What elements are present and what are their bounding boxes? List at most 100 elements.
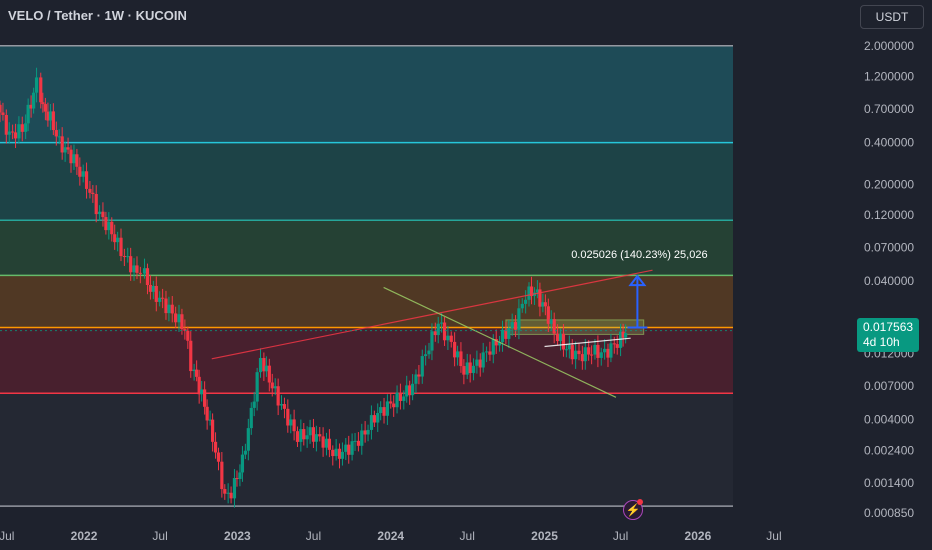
candle-body	[235, 478, 239, 480]
candle-body	[344, 444, 348, 452]
candle-body	[363, 430, 367, 435]
candle-body	[240, 454, 245, 473]
candle-body	[0, 104, 2, 113]
x-tick-label: 2025	[531, 529, 558, 543]
zone-5	[0, 393, 733, 507]
candle-body	[270, 382, 274, 389]
candle-body	[555, 333, 560, 342]
candle-body	[104, 217, 108, 231]
candle-body	[63, 147, 67, 153]
candle-body	[81, 171, 85, 177]
candle-body	[107, 221, 111, 231]
candle-body	[587, 347, 591, 355]
candle-body	[500, 329, 505, 343]
trendline-1	[383, 286, 617, 398]
candle-body	[135, 265, 139, 273]
candle-body	[546, 306, 550, 324]
candle-body	[7, 131, 11, 135]
candle-body	[340, 451, 345, 459]
candle-body	[17, 124, 21, 139]
candle-body	[119, 237, 123, 257]
candle-body	[97, 211, 102, 215]
candle-body	[258, 357, 263, 373]
candle-body	[276, 386, 280, 406]
candle-body	[226, 492, 230, 494]
candle-body	[347, 444, 351, 455]
candle-body	[216, 452, 221, 462]
candle-body	[420, 356, 424, 377]
currency-button[interactable]: USDT	[860, 5, 924, 29]
last-price-tag: 0.017563 4d 10h	[857, 318, 919, 352]
candle-body	[564, 349, 568, 351]
x-tick-label: Jul	[306, 529, 321, 543]
candle-body	[327, 438, 332, 450]
candle-body	[424, 354, 428, 357]
candle-body	[32, 92, 36, 109]
candle-body	[510, 322, 514, 329]
x-tick-label: 2022	[71, 529, 98, 543]
candle-body	[295, 431, 300, 442]
symbol-title[interactable]: VELO / Tether · 1W · KUCOIN	[8, 8, 187, 23]
candle-body	[446, 335, 450, 341]
candle-body	[54, 130, 58, 137]
candle-body	[535, 289, 539, 293]
candle-body	[229, 492, 233, 499]
candle-body	[612, 343, 616, 345]
candle-body	[203, 389, 207, 407]
candle-body	[324, 438, 329, 448]
measure-arrow-head	[628, 274, 647, 287]
candle-body	[405, 385, 409, 397]
candle-body	[430, 331, 434, 351]
candle-body	[356, 440, 361, 446]
candle-body	[311, 427, 316, 442]
y-tick-label: 0.700000	[864, 102, 914, 116]
candle-body	[462, 366, 466, 375]
candle-body	[264, 365, 268, 372]
candle-body	[211, 419, 215, 442]
candle-body	[507, 328, 511, 339]
candle-body	[84, 171, 89, 189]
candle-body	[197, 376, 201, 395]
candle-body	[13, 132, 18, 139]
candle-body	[195, 369, 199, 377]
y-tick-label: 0.120000	[864, 208, 914, 222]
candle-body	[41, 102, 45, 105]
candle-body	[606, 348, 610, 358]
candle-body	[282, 404, 287, 409]
candle-body	[110, 221, 114, 235]
x-tick-label: 2023	[224, 529, 251, 543]
price-scale-background	[733, 0, 932, 550]
candle-body	[372, 415, 376, 423]
candle-body	[267, 365, 271, 383]
candle-body	[527, 286, 531, 300]
candle-body	[34, 77, 39, 93]
y-tick-label: 1.200000	[864, 70, 914, 84]
y-tick-label: 0.070000	[864, 240, 914, 254]
candle-body	[113, 234, 117, 243]
candle-body	[180, 314, 184, 330]
candle-body	[395, 392, 399, 408]
candle-body	[414, 374, 418, 384]
candle-body	[471, 365, 476, 374]
candle-body	[174, 313, 178, 323]
candle-body	[488, 351, 492, 355]
candle-body	[561, 333, 566, 350]
candle-body	[599, 352, 603, 358]
candle-body	[314, 434, 318, 442]
candle-body	[205, 406, 209, 421]
candle-body	[389, 401, 393, 404]
x-tick-label: Jul	[0, 529, 14, 543]
candle-body	[286, 408, 290, 426]
candle-body	[318, 434, 322, 437]
candle-body	[208, 419, 212, 421]
bar-countdown: 4d 10h	[863, 335, 900, 349]
candle-body	[186, 330, 190, 341]
candle-body	[331, 449, 335, 457]
y-tick-label: 0.007000	[864, 379, 914, 393]
candle-body	[481, 352, 485, 368]
candle-body	[541, 302, 545, 307]
candle-body	[116, 237, 120, 243]
candle-body	[26, 104, 30, 124]
lightning-icon[interactable]: ⚡	[623, 500, 643, 520]
